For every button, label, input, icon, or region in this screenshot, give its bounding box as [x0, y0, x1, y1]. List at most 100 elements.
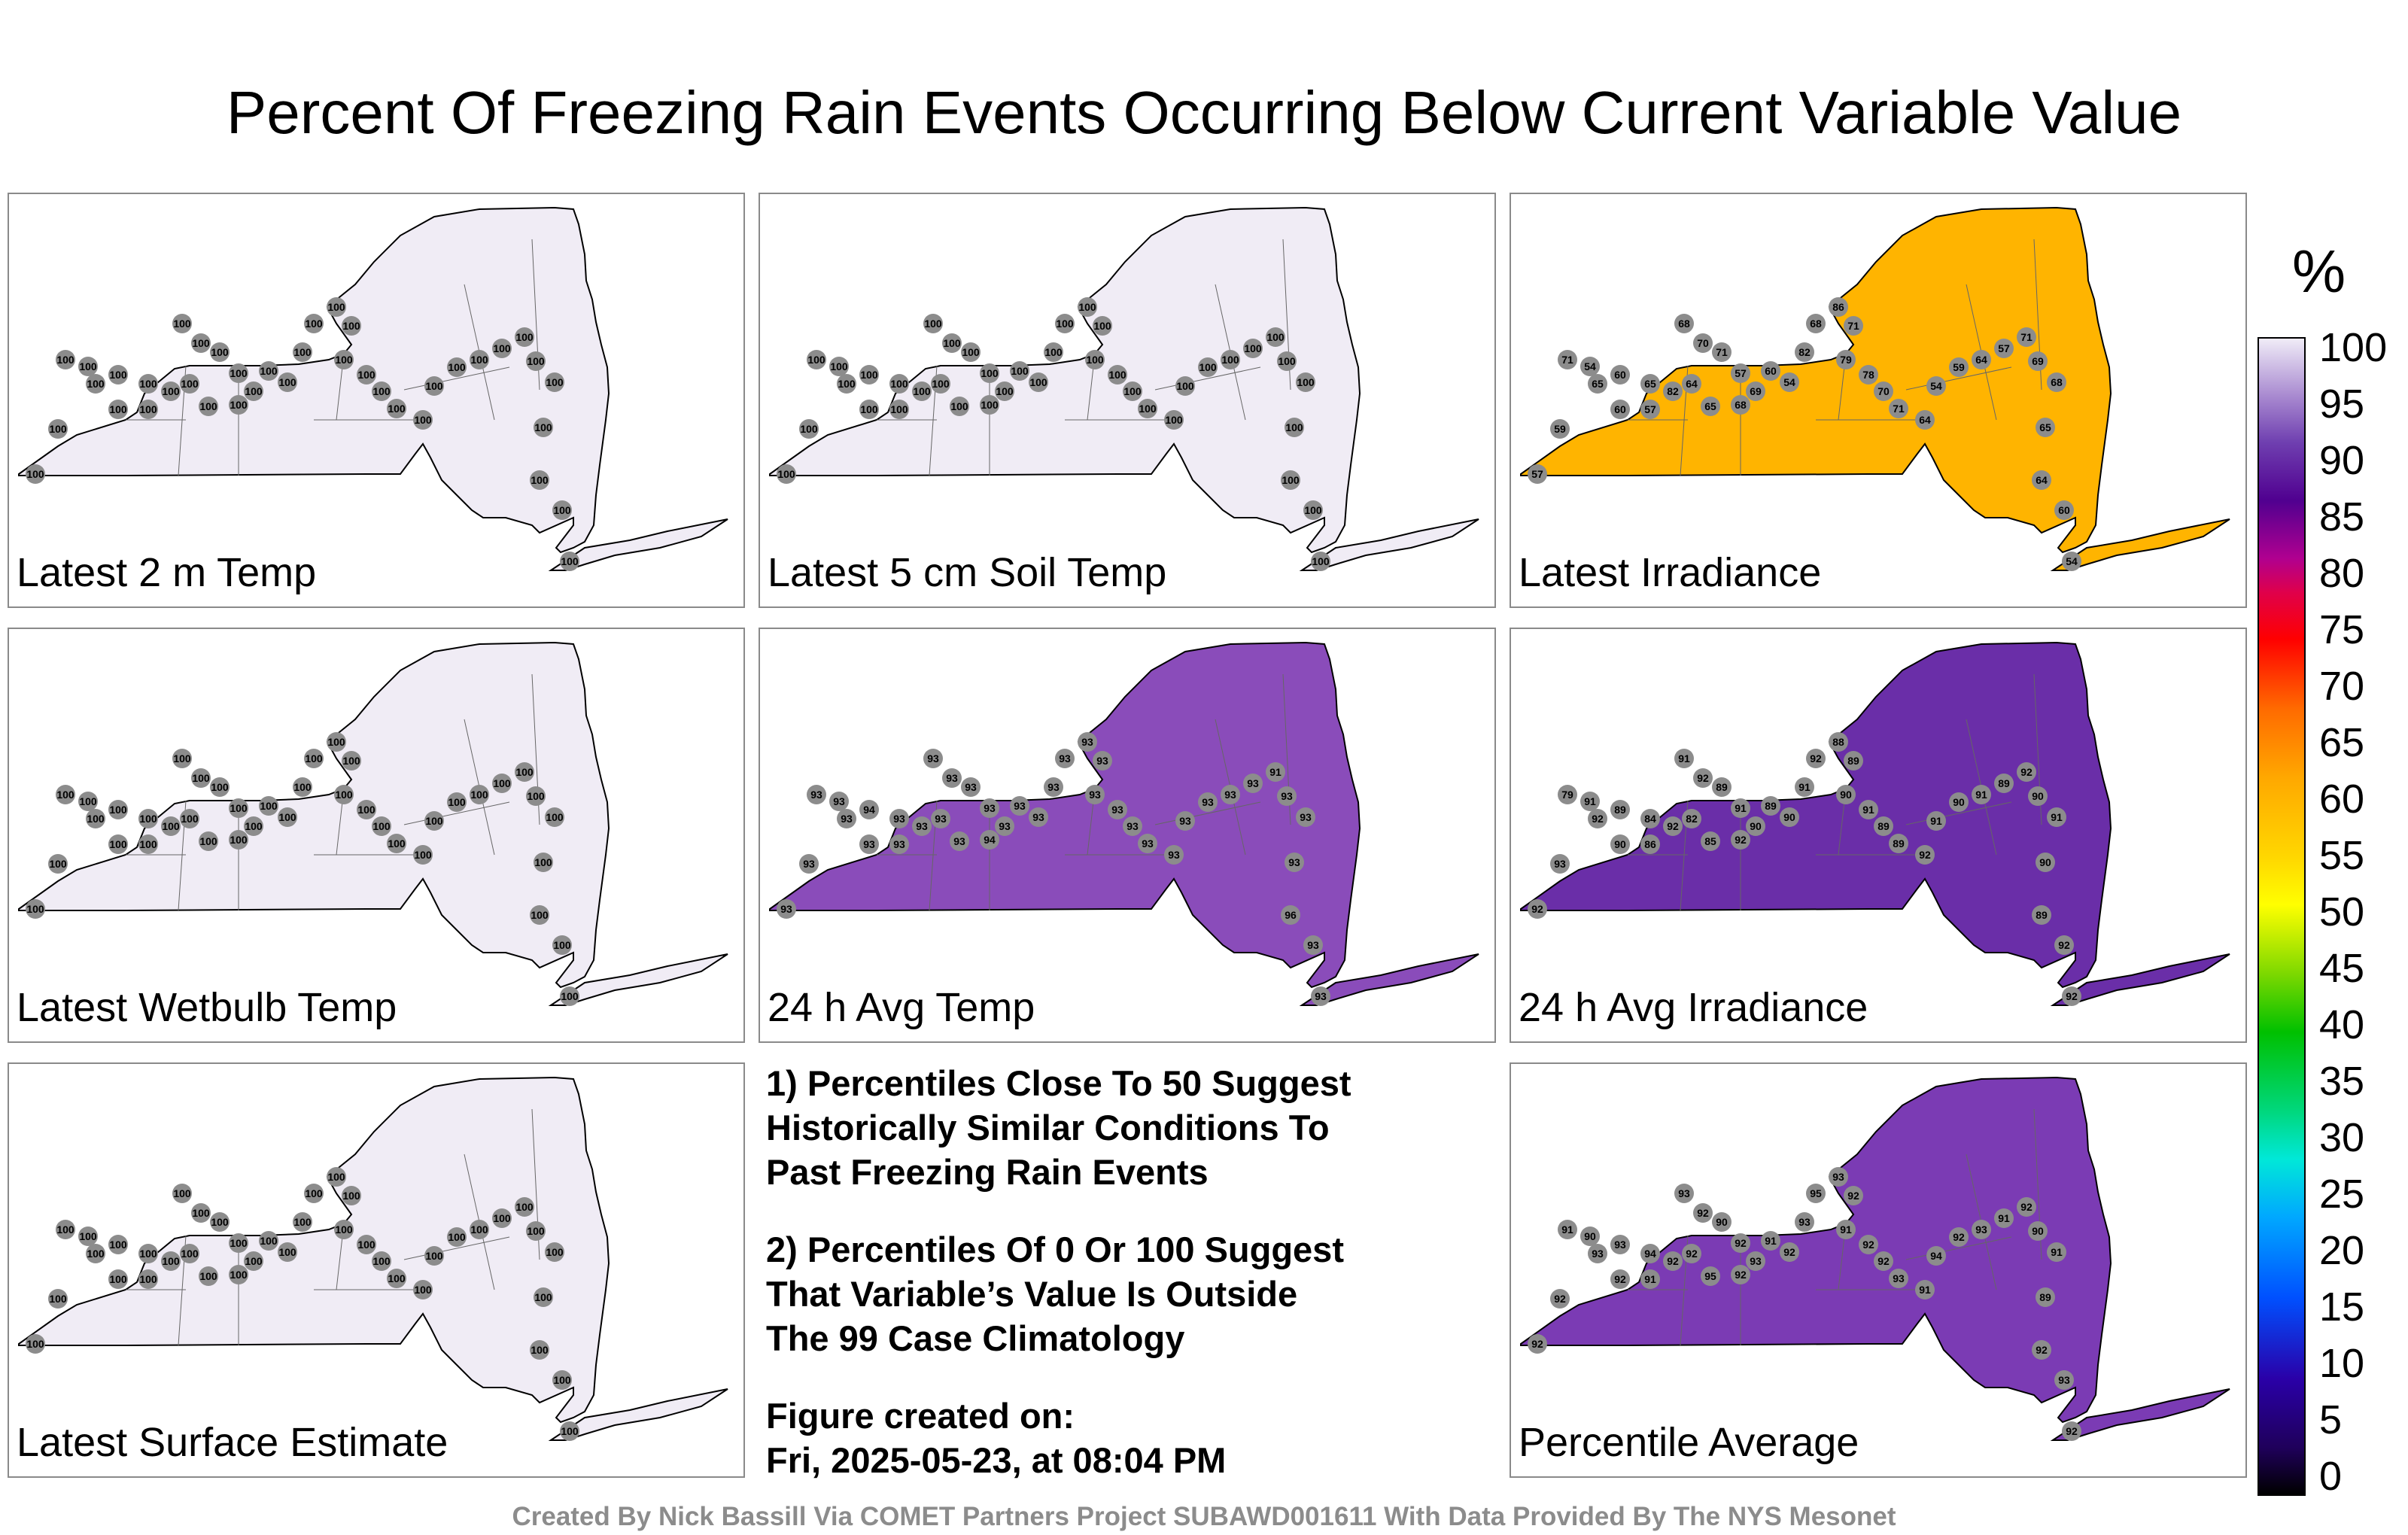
station-value: 100	[448, 361, 466, 373]
station-marker: 84	[1640, 809, 1660, 828]
station-dot	[199, 397, 218, 416]
station-marker: 100	[210, 777, 230, 797]
station-marker: 100	[1266, 327, 1285, 347]
station-value: 100	[305, 318, 323, 330]
station-value: 100	[932, 378, 950, 390]
station-marker: 93	[1243, 774, 1263, 793]
station-dot	[1138, 834, 1157, 853]
station-value: 91	[1975, 789, 1987, 801]
station-marker: 100	[387, 834, 406, 853]
station-marker: 93	[1221, 785, 1240, 804]
station-marker: 92	[2054, 935, 2074, 955]
station-dot	[1836, 785, 1856, 804]
station-marker: 100	[278, 372, 297, 392]
station-marker: 100	[56, 350, 75, 369]
station-value: 100	[890, 403, 908, 415]
station-value: 93	[803, 858, 815, 870]
station-marker: 93	[1029, 807, 1048, 827]
station-value: 100	[534, 856, 552, 868]
station-value: 92	[1614, 1273, 1626, 1285]
station-dot	[86, 374, 105, 394]
station-marker: 69	[2028, 351, 2048, 371]
station-dot	[1528, 899, 1547, 919]
station-value: 89	[1877, 820, 1890, 832]
station-value: 92	[1667, 820, 1679, 832]
station-dot	[387, 834, 406, 853]
station-marker: 92	[1693, 768, 1713, 788]
station-value: 100	[139, 838, 157, 850]
station-marker: 92	[2062, 1421, 2081, 1441]
station-marker: 100	[807, 350, 826, 369]
station-value: 100	[493, 777, 511, 789]
county-boundary	[403, 366, 510, 391]
station-marker: 93	[1795, 1212, 1814, 1232]
station-marker: 93	[1164, 845, 1184, 865]
station-marker: 94	[980, 830, 999, 850]
station-marker: 92	[1949, 1227, 1969, 1247]
station-marker: 60	[1761, 361, 1780, 381]
station-dot	[534, 853, 553, 872]
station-dot	[86, 809, 105, 828]
state-outline	[18, 641, 610, 989]
station-value: 93	[1288, 856, 1300, 868]
station-marker: 91	[1558, 1220, 1577, 1239]
station-marker: 93	[1303, 935, 1323, 955]
station-value: 100	[546, 811, 564, 823]
station-marker: 90	[1580, 1226, 1600, 1246]
station-dot	[2047, 1242, 2066, 1262]
station-marker: 79	[1836, 350, 1856, 369]
station-value: 100	[245, 820, 263, 832]
station-value: 89	[1847, 755, 1859, 767]
station-value: 100	[425, 380, 443, 392]
station-dot	[1874, 1251, 1893, 1271]
station-value: 100	[981, 399, 999, 411]
station-marker: 100	[526, 1221, 546, 1241]
station-dot	[108, 800, 128, 819]
station-marker: 100	[180, 374, 199, 394]
station-marker: 91	[2047, 807, 2066, 827]
station-value: 92	[1919, 849, 1931, 861]
station-value: 100	[162, 1255, 180, 1267]
station-value: 100	[913, 385, 931, 397]
station-dot	[829, 792, 849, 811]
station-dot	[1175, 376, 1195, 396]
station-value: 89	[2039, 1291, 2051, 1303]
station-value: 78	[1862, 369, 1874, 381]
station-dot	[829, 357, 849, 376]
station-marker: 59	[1550, 419, 1570, 439]
station-marker: 100	[980, 395, 999, 415]
station-value: 100	[109, 1273, 127, 1285]
station-marker: 91	[1859, 800, 1878, 819]
station-marker: 100	[447, 1227, 467, 1247]
station-marker: 100	[244, 1251, 263, 1271]
station-value: 60	[2058, 504, 2070, 516]
station-value: 90	[2032, 790, 2044, 802]
station-marker: 93	[1829, 1167, 1848, 1187]
station-dot	[1806, 749, 1826, 768]
station-value: 64	[2036, 474, 2048, 486]
station-value: 92	[1686, 1248, 1698, 1260]
station-marker: 100	[86, 374, 105, 394]
station-value: 100	[260, 1235, 278, 1247]
station-marker: 100	[931, 374, 950, 394]
station-marker: 100	[1055, 314, 1075, 333]
station-value: 94	[1930, 1250, 1942, 1262]
station-marker: 93	[889, 834, 909, 854]
station-dot	[56, 350, 75, 369]
station-value: 93	[1554, 858, 1566, 870]
station-dot	[1010, 361, 1029, 381]
station-value: 100	[1278, 355, 1296, 367]
station-dot	[1693, 768, 1713, 788]
station-marker: 57	[1731, 363, 1750, 383]
station-marker: 78	[1859, 365, 1878, 385]
station-marker: 100	[229, 830, 248, 850]
colorbar-tick: 20	[2319, 1228, 2365, 1273]
station-marker: 65	[1640, 374, 1660, 394]
station-dot	[1682, 374, 1701, 394]
station-marker: 100	[1123, 381, 1142, 401]
station-dot	[1780, 372, 1799, 392]
station-value: 90	[2039, 856, 2051, 868]
station-dot	[1844, 751, 1863, 771]
colorbar-tick: 40	[2319, 1002, 2365, 1047]
station-value: 92	[2066, 1425, 2078, 1437]
